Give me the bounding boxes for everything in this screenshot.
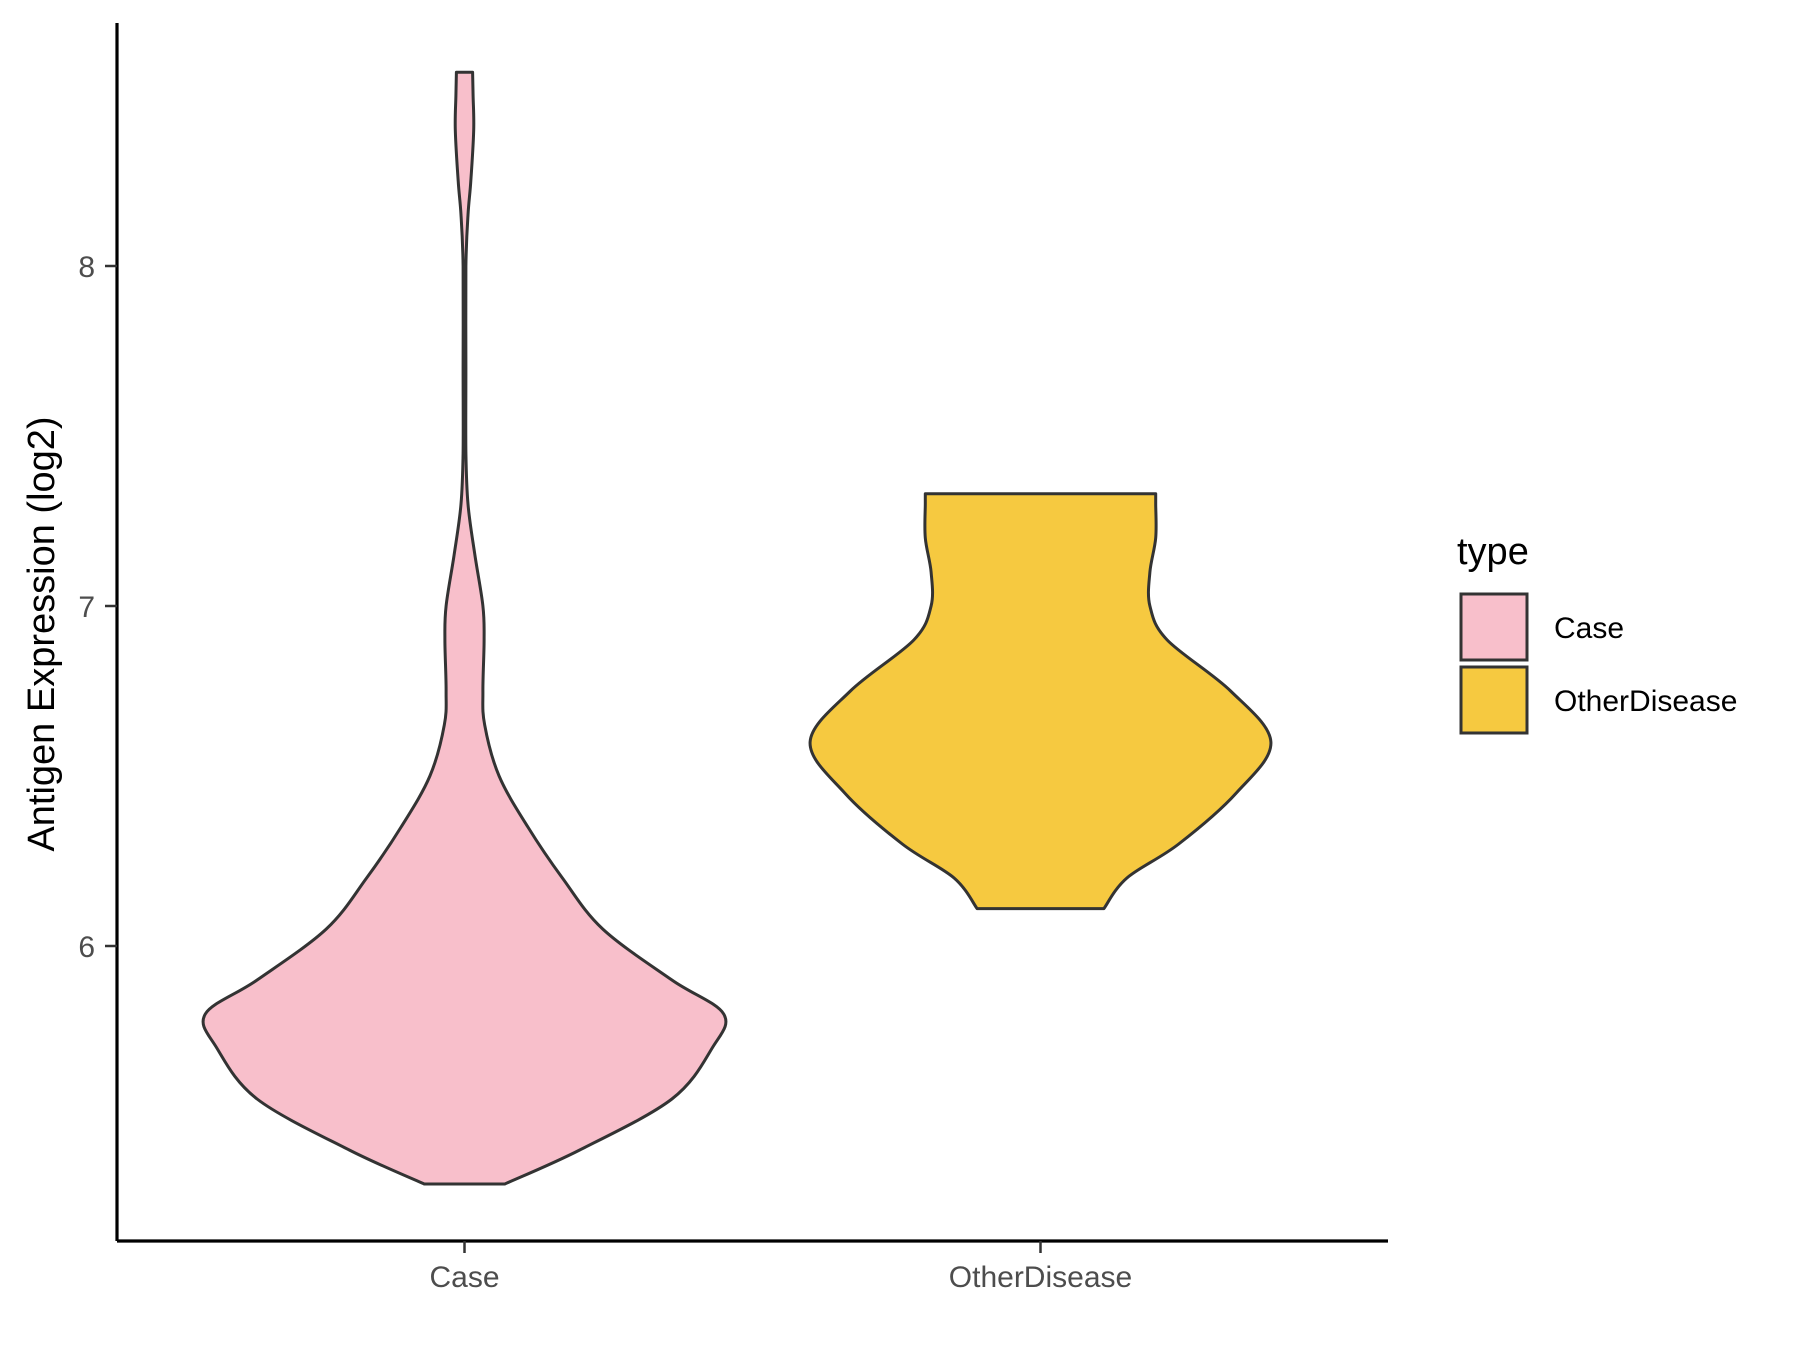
violin-otherdisease xyxy=(808,492,1273,911)
violin-case xyxy=(201,70,728,1186)
x-tick-label-otherdisease: OtherDisease xyxy=(949,1261,1132,1294)
legend-title: type xyxy=(1457,531,1529,573)
legend: type Case OtherDisease xyxy=(1457,531,1737,735)
y-axis-ticks: 6 7 8 xyxy=(78,251,117,964)
legend-label-otherdisease: OtherDisease xyxy=(1554,685,1737,718)
x-tick-label-case: Case xyxy=(429,1261,499,1294)
y-axis-title: Antigen Expression (log2) xyxy=(21,416,63,851)
legend-key-otherdisease xyxy=(1459,665,1529,735)
x-tick-otherdisease: OtherDisease xyxy=(949,1241,1132,1294)
y-tick-label: 7 xyxy=(78,591,95,624)
x-tick-case: Case xyxy=(429,1241,500,1294)
y-tick-label: 6 xyxy=(78,931,95,964)
legend-label-case: Case xyxy=(1554,612,1624,645)
y-tick-label: 8 xyxy=(78,251,95,284)
violin-group xyxy=(201,70,1273,1186)
legend-key-case xyxy=(1459,592,1529,662)
